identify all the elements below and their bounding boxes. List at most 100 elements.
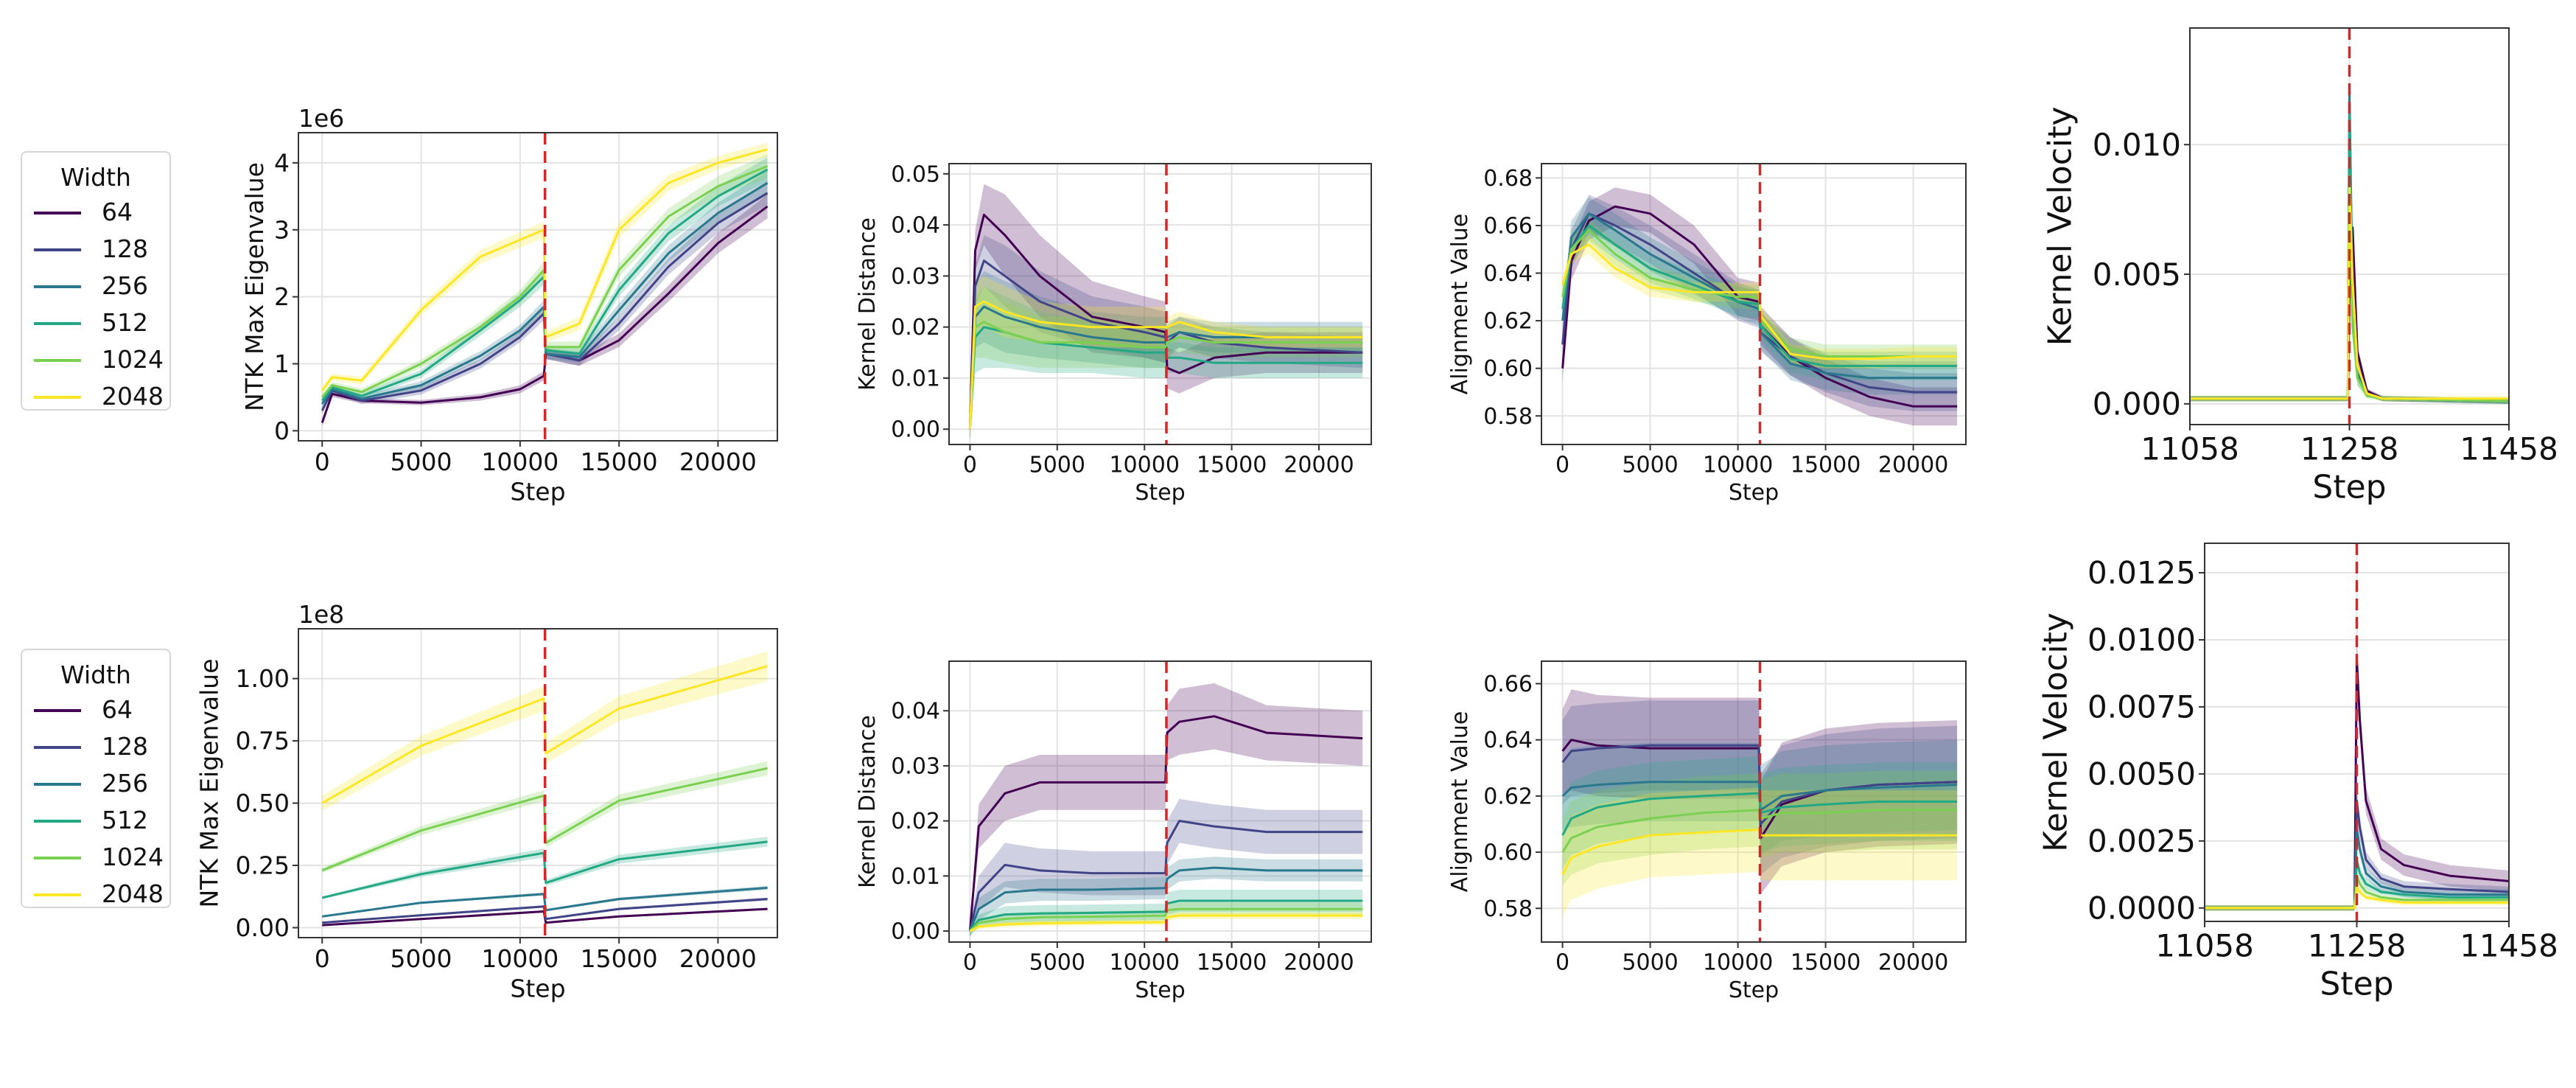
y-tick-label: 0.00: [891, 417, 940, 443]
legend-label: 128: [102, 732, 148, 761]
x-axis-label: Step: [1729, 977, 1779, 1003]
legend-item-256: 256: [34, 769, 167, 798]
y-tick-label: 0.60: [1483, 356, 1533, 382]
x-tick-label: 15000: [581, 944, 658, 973]
x-tick-label: 20000: [1284, 453, 1354, 478]
plot-area: [2190, 74, 2509, 404]
chart-r2c4: 11058 11258 11458 0.0000 0.0025 0.0050 0.0075 0…: [2037, 543, 2558, 1003]
legend-swatch: [34, 285, 81, 288]
x-tick-label: 15000: [1197, 453, 1267, 478]
y-axis-label: Alignment Value: [1447, 214, 1473, 395]
legend-item-1024: 1024: [34, 843, 167, 872]
series-line-64: [1561, 205, 1958, 408]
y-tick-label: 0.04: [891, 213, 940, 239]
series-line-1024: [968, 321, 1363, 430]
legend-label: 128: [102, 234, 148, 263]
x-tick-label: 5000: [391, 944, 452, 973]
y-axis-label: NTK Max Eigenvalue: [240, 162, 269, 411]
axes-frame: [948, 163, 1372, 445]
legend-item-2048: 2048: [34, 382, 167, 411]
x-tick-label: 15000: [1791, 950, 1861, 976]
x-tick-label: 20000: [679, 944, 757, 973]
y-tick-label: 0.60: [1483, 840, 1533, 866]
legend-swatch: [34, 212, 81, 215]
chart-r1c3: 0 5000 10000 15000 20000 0.58 0.60 0.62 0.64 0.66…: [1447, 163, 1967, 506]
series-band-1024: [1562, 218, 1958, 369]
y-tick-label: 0.0050: [2087, 756, 2196, 792]
x-tick-label: 20000: [1878, 453, 1948, 478]
legend-item-2048: 2048: [34, 879, 167, 909]
axes-frame: [1541, 163, 1967, 445]
series-line-2048: [968, 300, 1363, 430]
x-tick-label: 11258: [2308, 928, 2407, 964]
axes-frame: [948, 660, 1372, 943]
x-tick-label: 10000: [1109, 453, 1179, 478]
y-tick-label: 0.58: [1483, 896, 1533, 922]
x-tick-label: 10000: [481, 447, 559, 476]
y-axis-label: Kernel Distance: [855, 715, 881, 888]
y-axis-label: Kernel Velocity: [2041, 107, 2079, 346]
legend-swatch: [34, 746, 81, 749]
y-tick-label: 0.0125: [2087, 555, 2196, 591]
series-band-64: [322, 194, 768, 426]
legend-swatch: [34, 857, 81, 859]
x-axis-label: Step: [2312, 469, 2386, 506]
y-tick-label: 1: [274, 349, 290, 378]
axes-frame: [298, 628, 778, 938]
x-axis-label: Step: [1729, 480, 1779, 506]
series-band-512: [1562, 211, 1958, 380]
series-band-2048: [970, 276, 1363, 440]
chart-r2c2: 0 5000 10000 15000 20000 0.00 0.01 0.02 0.03 0.04…: [855, 660, 1372, 1003]
y-tick-label: 0.00: [891, 919, 940, 945]
y-tick-label: 0: [274, 416, 290, 445]
legend-item-64: 64: [34, 198, 167, 227]
y-tick-label: 0.50: [236, 789, 290, 817]
chart-r1c1: 0 5000 10000 15000 20000 0 1 2 3 4 Step NTK Max Eig…: [240, 104, 778, 506]
series-band-64: [970, 683, 1363, 937]
y-tick-label: 0.58: [1483, 404, 1533, 430]
y-tick-label: 0.01: [891, 864, 940, 890]
series-line-256: [1561, 212, 1958, 380]
x-tick-label: 20000: [1284, 950, 1354, 976]
axes-frame: [1541, 660, 1967, 943]
legend-top: Width 64 128 256 512 1024 2048: [21, 151, 171, 411]
y-tick-label: 0.66: [1483, 672, 1533, 697]
x-tick-label: 11058: [2141, 431, 2239, 467]
x-tick-label: 10000: [1703, 950, 1773, 976]
legend-swatch: [34, 248, 81, 251]
legend-label: 64: [102, 695, 133, 724]
y-tick-label: 0.64: [1483, 728, 1533, 753]
x-tick-label: 11058: [2155, 928, 2254, 964]
legend-swatch: [34, 322, 81, 325]
y-tick-label: 2: [274, 282, 290, 311]
legend-swatch: [34, 820, 81, 823]
x-tick-label: 20000: [679, 447, 757, 476]
series-line-2048: [1561, 243, 1958, 360]
y-tick-label: 4: [274, 148, 290, 177]
legend-swatch: [34, 396, 81, 399]
x-tick-label: 0: [963, 950, 977, 976]
y-tick-label: 0.000: [2093, 386, 2181, 422]
y-tick-label: 1.00: [236, 664, 290, 693]
y-tick-label: 0.25: [236, 851, 290, 880]
x-axis-label: Step: [2320, 966, 2393, 1003]
x-tick-label: 10000: [1703, 453, 1773, 478]
axis-offset-text: 1e8: [298, 600, 344, 629]
series-line-2048: [2205, 885, 2509, 910]
x-tick-label: 5000: [1029, 453, 1085, 478]
y-tick-label: 0.05: [891, 161, 940, 187]
plot-area: [2205, 637, 2509, 911]
x-tick-label: 5000: [1622, 950, 1678, 976]
legend-item-128: 128: [34, 732, 167, 761]
y-tick-label: 0.62: [1483, 309, 1533, 335]
y-tick-label: 0.0075: [2087, 689, 2196, 725]
legend-item-256: 256: [34, 271, 167, 301]
y-tick-label: 0.01: [891, 366, 940, 391]
legend-label: 512: [102, 806, 148, 834]
x-tick-label: 15000: [1197, 950, 1267, 976]
series-line-2048: [2190, 182, 2509, 400]
x-tick-label: 10000: [1109, 950, 1179, 976]
y-tick-label: 0.0100: [2087, 622, 2196, 658]
legend-item-512: 512: [34, 806, 167, 835]
legend-item-1024: 1024: [34, 345, 167, 374]
